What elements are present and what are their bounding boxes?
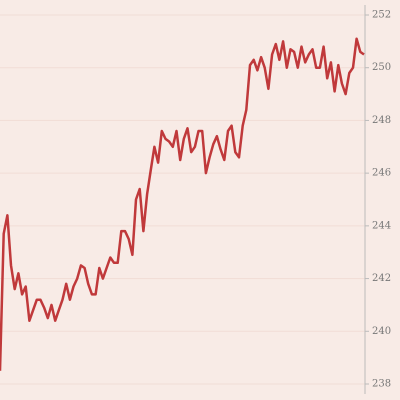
y-tick-label: 252 [372, 10, 391, 21]
y-tick-label: 246 [372, 168, 391, 179]
y-tick-label: 240 [372, 326, 391, 337]
y-tick-label: 244 [372, 220, 391, 231]
y-tick-label: 248 [372, 115, 391, 126]
y-tick-label: 250 [372, 62, 391, 73]
y-tick-label: 238 [372, 379, 391, 390]
y-tick-label: 242 [372, 273, 391, 284]
price-line [0, 37, 365, 371]
